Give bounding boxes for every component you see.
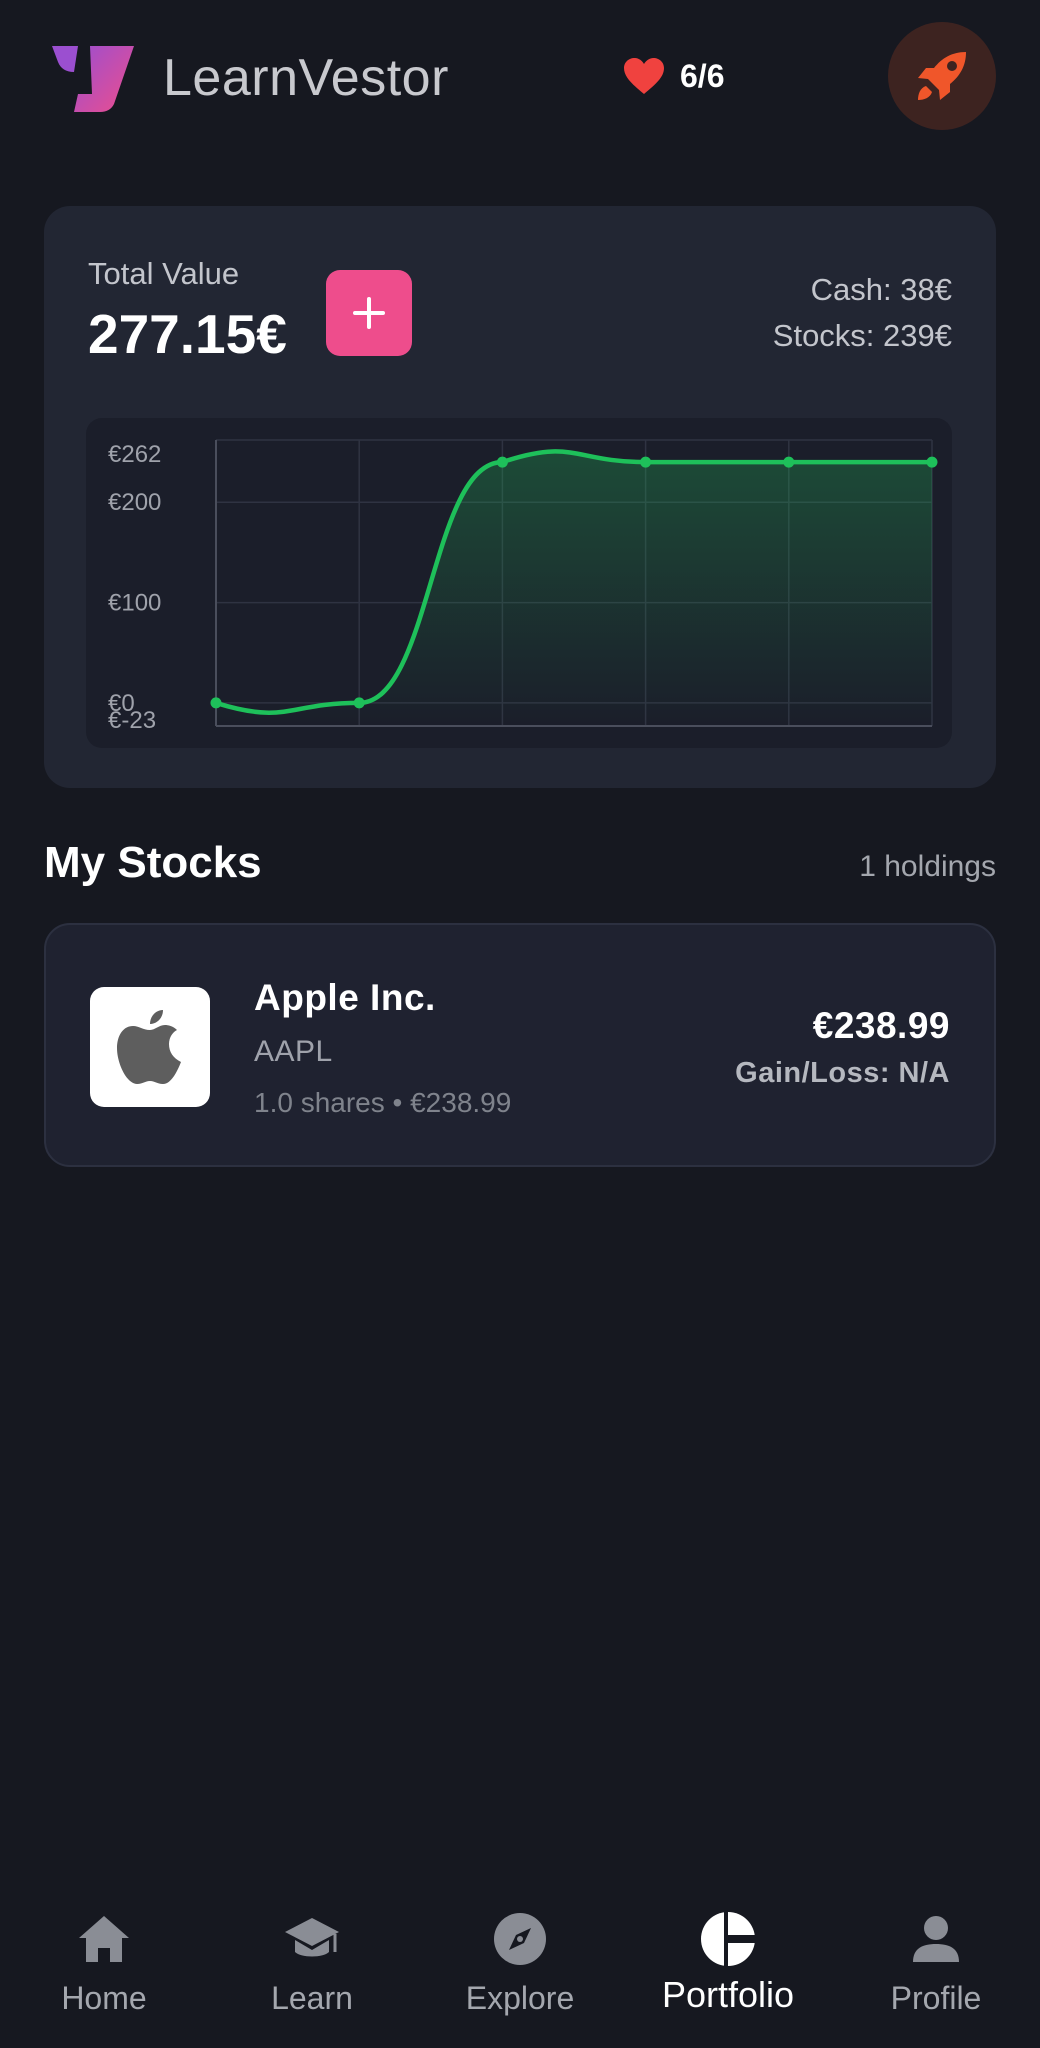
chart-data-point <box>353 697 365 709</box>
stock-name: Apple Inc. <box>254 977 436 1018</box>
nav-label-portfolio: Portfolio <box>661 1974 795 2015</box>
nav-item-learn[interactable]: Learn <box>208 1890 416 2030</box>
rocket-icon <box>918 52 966 100</box>
stock-shares: 1.0 shares • €238.99 <box>254 1087 512 1118</box>
stocks-balance: Stocks: 239€ <box>772 318 952 353</box>
compass-icon <box>494 1913 546 1965</box>
portfolio-summary-card: Total Value 277.15€ Cash: 38€ Stocks: 23… <box>44 206 996 788</box>
chart-area-fill <box>216 451 932 726</box>
chart-data-point <box>210 697 222 709</box>
user-icon <box>913 1916 959 1962</box>
chart-y-tick-label: €-23 <box>108 707 156 734</box>
portfolio-line-chart: €262 €200 €100 €0€-23 <box>108 439 938 734</box>
nav-item-profile[interactable]: Profile <box>832 1890 1040 2030</box>
chart-data-point <box>783 456 795 468</box>
nav-label-explore: Explore <box>465 1980 575 2016</box>
app-header: LearnVestor 6/6 <box>0 0 1040 150</box>
stock-card-aapl[interactable]: Apple Inc. AAPL 1.0 shares • €238.99 €23… <box>44 923 996 1167</box>
chart-data-point <box>640 456 652 468</box>
chart-y-tick-label: €0 <box>108 690 135 717</box>
stock-value: €238.99 <box>812 1005 950 1046</box>
graduation-cap-icon <box>285 1918 339 1957</box>
nav-item-home[interactable]: Home <box>0 1890 208 2030</box>
chart-y-tick-label: €262 <box>108 441 161 468</box>
holdings-count: 1 holdings <box>859 850 996 883</box>
nav-label-profile: Profile <box>890 1980 982 2016</box>
learnvestor-logo-icon <box>52 46 134 112</box>
lives-count: 6/6 <box>680 57 725 94</box>
chart-data-point <box>926 456 938 468</box>
home-icon <box>79 1916 129 1962</box>
plus-icon <box>353 297 385 329</box>
lives-indicator[interactable]: 6/6 <box>622 56 724 96</box>
my-stocks-title: My Stocks <box>44 838 262 887</box>
stock-ticker: AAPL <box>254 1035 333 1068</box>
heart-icon <box>624 58 664 94</box>
portfolio-chart: €262 €200 €100 €0 €-23 <box>86 418 952 748</box>
chart-y-tick-label: €200 <box>108 489 161 516</box>
apple-logo-icon <box>117 1010 181 1084</box>
nav-label-learn: Learn <box>271 1980 353 2016</box>
add-funds-button[interactable] <box>326 270 412 356</box>
stock-gain-loss: Gain/Loss: N/A <box>735 1057 950 1089</box>
chart-y-tick-label: €100 <box>108 590 161 617</box>
cash-balance: Cash: 38€ <box>810 272 952 307</box>
nav-item-explore[interactable]: Explore <box>416 1890 624 2030</box>
total-value-label: Total Value <box>88 256 240 291</box>
bottom-navigation: Home Learn Explore Portfolio Profile <box>0 1890 1040 2048</box>
chart-data-point <box>496 456 508 468</box>
stock-logo <box>90 987 210 1107</box>
app-title: LearnVestor <box>163 49 449 107</box>
nav-item-portfolio[interactable]: Portfolio <box>624 1890 832 2030</box>
total-value: 277.15€ <box>88 303 287 365</box>
nav-label-home: Home <box>61 1980 147 2016</box>
pie-chart-icon <box>701 1912 755 1966</box>
boost-button[interactable] <box>888 22 996 130</box>
